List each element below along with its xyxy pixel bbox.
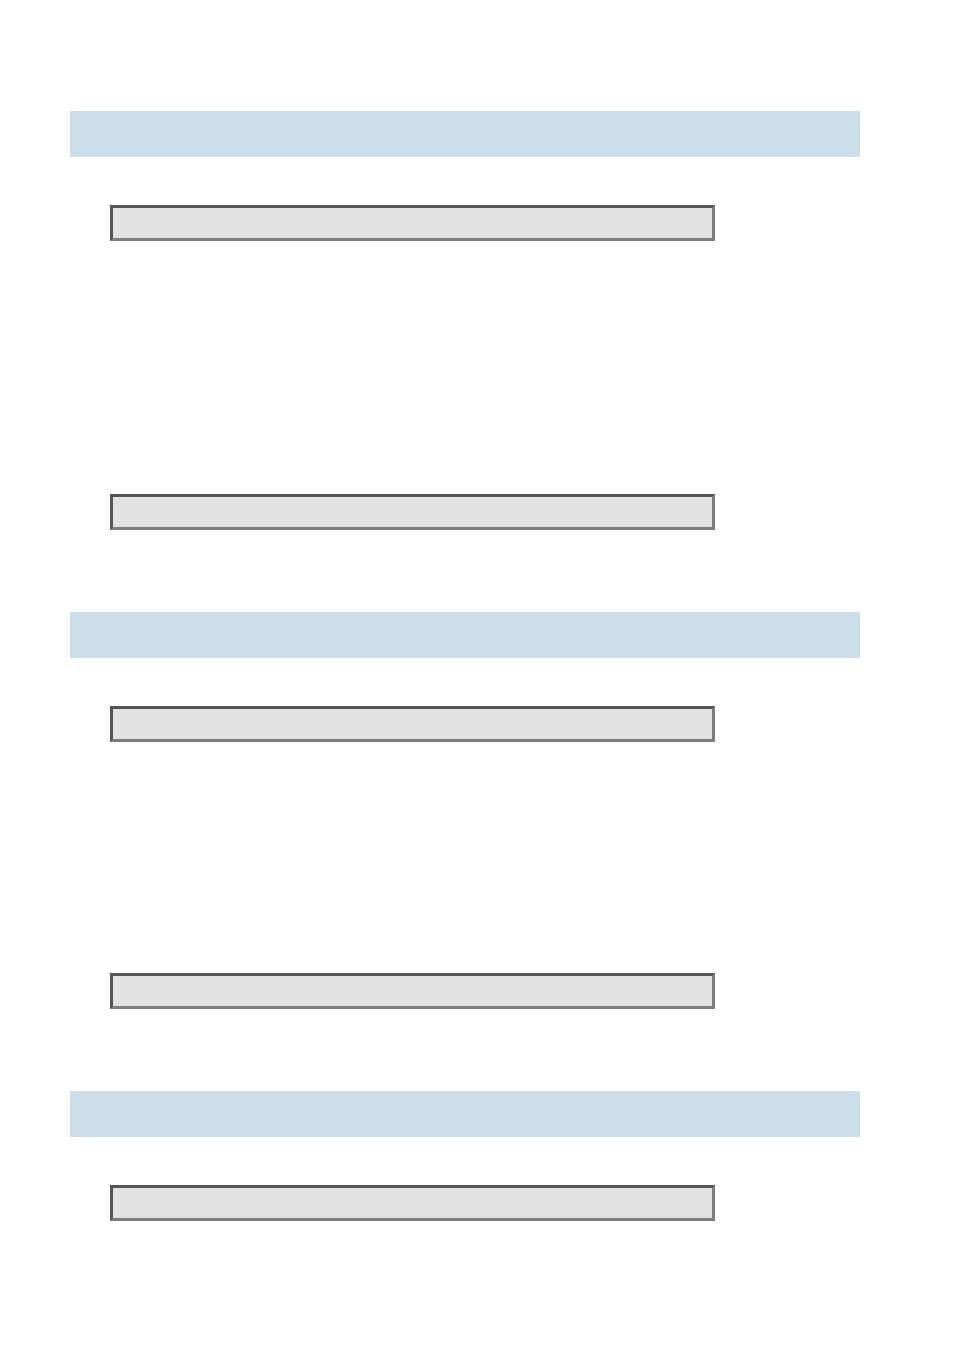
section-1-banner xyxy=(70,111,860,157)
section-2-banner xyxy=(70,612,860,658)
section-1-field-2[interactable] xyxy=(110,494,715,530)
section-1-field-1[interactable] xyxy=(110,205,715,241)
section-3-banner xyxy=(70,1091,860,1137)
section-2-field-1[interactable] xyxy=(110,706,715,742)
section-2-field-2[interactable] xyxy=(110,973,715,1009)
section-3-field-1[interactable] xyxy=(110,1185,715,1221)
